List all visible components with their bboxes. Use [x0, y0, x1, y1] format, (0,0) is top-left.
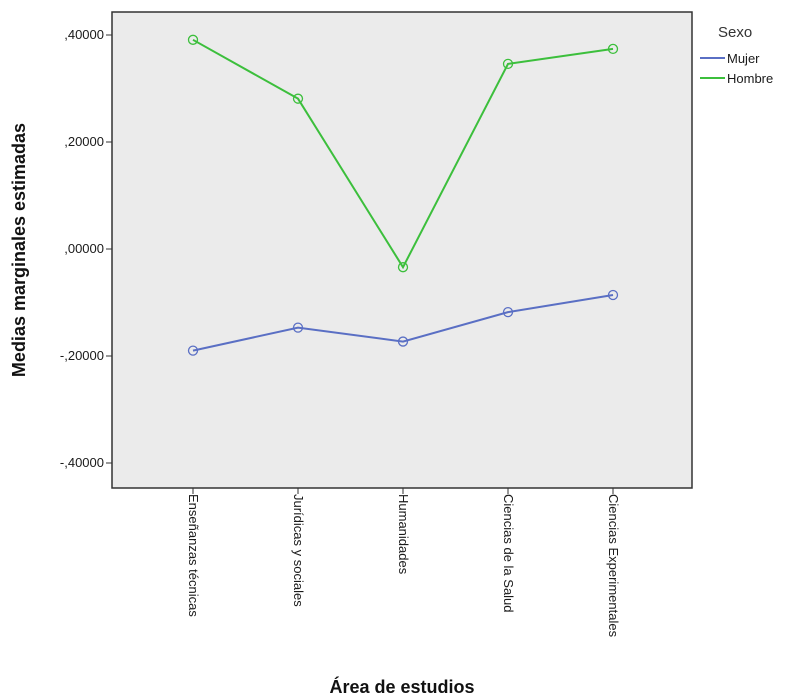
y-tick-label: ,40000 — [64, 27, 104, 42]
y-axis: ,40000 ,20000 ,00000 -,20000 -,40000 — [60, 27, 112, 470]
data-point-hombre — [397, 262, 409, 273]
data-point-mujer — [502, 306, 514, 318]
data-point-mujer — [292, 322, 304, 333]
data-point-hombre — [187, 34, 199, 45]
x-tick-label: Ciencias de la Salud — [501, 494, 516, 613]
series-line-hombre — [192, 38, 614, 270]
legend-label-hombre: Hombre — [727, 71, 773, 86]
series-layer — [187, 34, 619, 356]
plot-area — [111, 11, 693, 489]
x-tick-label: Ciencias Experimentales — [606, 494, 621, 638]
legend-title: Sexo — [718, 24, 752, 41]
y-axis-title: Medias marginales estimadas — [9, 123, 29, 377]
data-point-mujer — [397, 336, 409, 347]
data-point-hombre — [292, 93, 304, 104]
x-tick-label: Enseñanzas técnicas — [186, 494, 201, 617]
y-tick-label: -,40000 — [60, 455, 104, 470]
data-point-mujer — [607, 289, 619, 301]
y-tick-label: -,20000 — [60, 348, 104, 363]
y-tick-label: ,20000 — [64, 134, 104, 149]
x-tick-label: Humanidades — [396, 494, 411, 575]
x-axis-title: Área de estudios — [329, 676, 474, 697]
legend: Sexo Mujer Hombre — [700, 24, 773, 86]
series-line-mujer — [192, 294, 614, 352]
data-point-mujer — [187, 345, 199, 356]
x-axis: Enseñanzas técnicas Jurídicas y sociales H… — [186, 488, 621, 638]
x-tick-label: Jurídicas y sociales — [291, 494, 306, 607]
data-point-hombre — [607, 43, 619, 55]
y-tick-label: ,00000 — [64, 241, 104, 256]
legend-label-mujer: Mujer — [727, 51, 760, 66]
data-point-hombre — [502, 58, 514, 70]
